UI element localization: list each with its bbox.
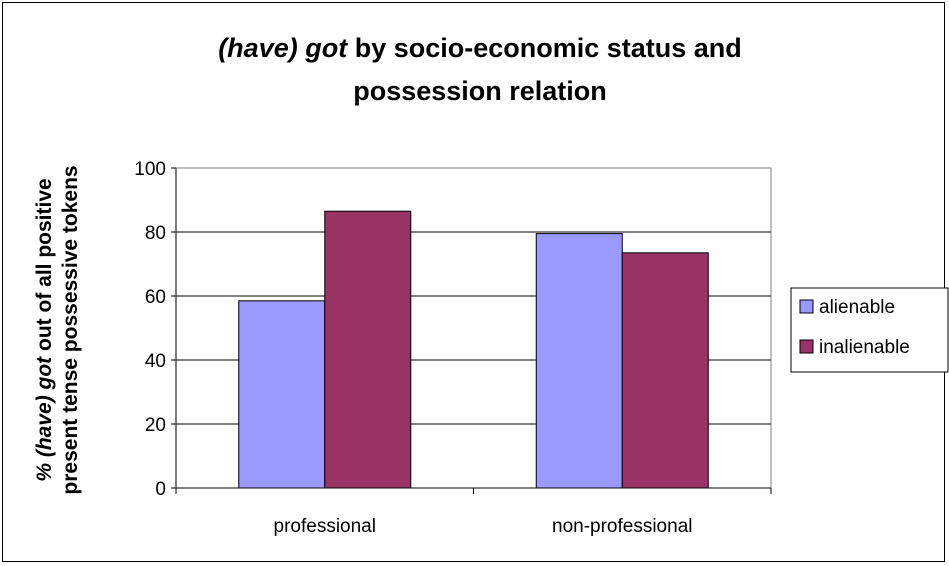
x-category-label: non-professional [552,516,692,537]
legend-label-inalienable: inalienable [819,337,910,358]
chart-title-italic: (have) got [218,33,348,63]
y-tick-label: 40 [145,351,166,372]
svg-text:% (have) got out of all positi: % (have) got out of all positive [33,178,56,481]
bar-inalienable-non-professional [621,252,709,489]
y-axis-label-line2: present tense possessive tokens [59,165,82,494]
chart-title-line1: (have) got by socio-economic status and [218,33,742,63]
legend-swatch-inalienable [799,339,814,354]
legend: alienable inalienable [790,287,949,373]
chart-title-rest: by socio-economic status and [347,33,742,63]
y-axis-label-rest: out of all positive [33,178,56,357]
x-category-label: professional [274,516,376,537]
legend-label-alienable: alienable [819,297,895,318]
legend-swatch-alienable [799,299,814,314]
y-tick-label: 80 [145,223,166,244]
y-tick-label: 100 [134,159,166,180]
bar-alienable-non-professional [535,233,623,489]
y-axis-label-italic: % (have) got [33,356,56,482]
y-tick-label: 60 [145,287,166,308]
bar-alienable-professional [238,300,326,489]
legend-box [790,287,949,373]
y-tick-label: 0 [155,479,166,500]
y-axis-label: % (have) got out of all positive present… [33,165,82,494]
bar-inalienable-professional [324,210,412,489]
chart-title-line2: possession relation [353,76,607,106]
y-tick-label: 20 [145,415,166,436]
plot-area: 0 20 40 60 80 100 professional non-professional [134,159,772,537]
